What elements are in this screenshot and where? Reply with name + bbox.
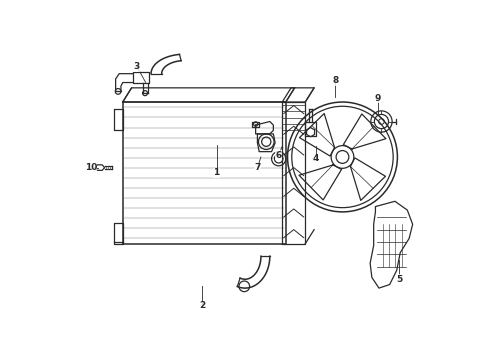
Text: 10: 10: [85, 163, 97, 172]
Text: 1: 1: [214, 168, 220, 177]
Text: 7: 7: [254, 163, 261, 172]
Text: 4: 4: [313, 154, 319, 163]
Text: 6: 6: [275, 151, 282, 160]
Text: 2: 2: [199, 301, 206, 310]
Text: 9: 9: [375, 94, 381, 103]
Text: 3: 3: [134, 62, 140, 71]
Text: 8: 8: [332, 76, 339, 85]
Text: 5: 5: [396, 275, 402, 284]
